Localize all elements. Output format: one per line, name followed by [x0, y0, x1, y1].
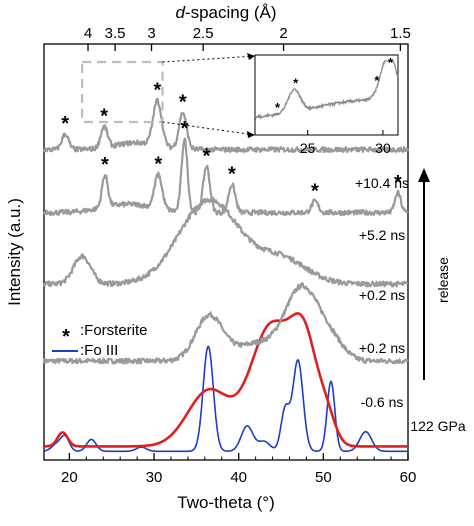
inset-tick-label-0: 25	[300, 140, 316, 156]
top-tick-label-1: 3.5	[105, 25, 126, 42]
trace-0	[43, 345, 408, 453]
traces	[42, 97, 409, 453]
trace-label-2: +0.2 ns	[359, 287, 405, 303]
zoom-connector-top	[162, 55, 256, 63]
zoom-arrowhead-bottom	[247, 131, 255, 138]
forsterite-star: *	[101, 154, 109, 176]
top-tick-label-2: 3	[147, 25, 155, 42]
release-arrow-group: release	[418, 168, 451, 380]
x-tick-label-60: 60	[400, 469, 417, 486]
x-tick-label-30: 30	[146, 469, 163, 486]
zoom-arrowhead-top	[247, 53, 255, 60]
axes: 20 30 40 50 60 4 3.5 3 2.5 2 1.5 Two-theta (°) d-spa…	[5, 3, 416, 512]
top-tick-label-0: 4	[84, 25, 92, 42]
top-tick-label-3: 2.5	[193, 25, 214, 42]
forsterite-star: *	[154, 154, 162, 176]
trace-label-4: -0.6 ns	[361, 394, 404, 410]
plot-border	[43, 43, 409, 461]
forsterite-star: *	[203, 145, 211, 167]
forsterite-star: *	[100, 106, 108, 128]
legend-label-0: :Forsterite	[80, 322, 148, 339]
forsterite-star: *	[181, 118, 189, 140]
forsterite-star: *	[154, 79, 162, 101]
x-tick-label-50: 50	[315, 469, 332, 486]
forsterite-star: *	[311, 180, 319, 202]
inset-border	[254, 54, 399, 136]
inset-plot: * * * * 25 30	[80, 53, 399, 156]
inset-star: *	[293, 76, 299, 91]
forsterite-star: *	[394, 172, 402, 194]
forsterite-star: *	[61, 113, 69, 135]
trace-label-0: +10.4 ns	[355, 175, 409, 191]
zoom-connector-bottom	[162, 121, 256, 136]
top-tick-label-4: 2	[279, 25, 287, 42]
forsterite-star: *	[179, 92, 187, 114]
release-label: release	[435, 257, 451, 303]
x-tick-label-40: 40	[230, 469, 247, 486]
inset-star: *	[388, 55, 394, 70]
y-axis-title: Intensity (a.u.)	[5, 198, 24, 306]
trace-4	[42, 137, 409, 217]
inset-trace	[254, 60, 399, 120]
legend: * :Forsterite :Fo III	[52, 322, 148, 359]
trace-5	[42, 97, 409, 154]
legend-star-symbol: *	[62, 326, 70, 348]
trace-label-3: +0.2 ns	[359, 340, 405, 356]
x-tick-label-20: 20	[61, 469, 78, 486]
inset-tick-label-1: 30	[375, 140, 391, 156]
plot-frame	[43, 43, 409, 461]
trace-labels: +10.4 ns +5.2 ns +0.2 ns +0.2 ns -0.6 ns 122 …	[355, 175, 466, 434]
trace-label-1: +5.2 ns	[359, 227, 405, 243]
forsterite-markers: * * * * * * * * * * *	[61, 79, 402, 202]
zoom-box	[80, 60, 164, 124]
forsterite-star: *	[228, 164, 236, 186]
top-tick-label-5: 1.5	[390, 25, 411, 42]
inset-star: *	[275, 100, 281, 115]
trace-label-5: 122 GPa	[410, 418, 465, 434]
trace-2	[42, 282, 409, 365]
trace-1	[43, 312, 409, 448]
x-axis-title: Two-theta (°)	[177, 493, 275, 512]
top-axis-title: d-spacing (Å)	[175, 3, 276, 22]
release-arrowhead	[418, 168, 430, 182]
legend-label-1: :Fo III	[80, 342, 118, 359]
inset-star: *	[374, 73, 380, 88]
